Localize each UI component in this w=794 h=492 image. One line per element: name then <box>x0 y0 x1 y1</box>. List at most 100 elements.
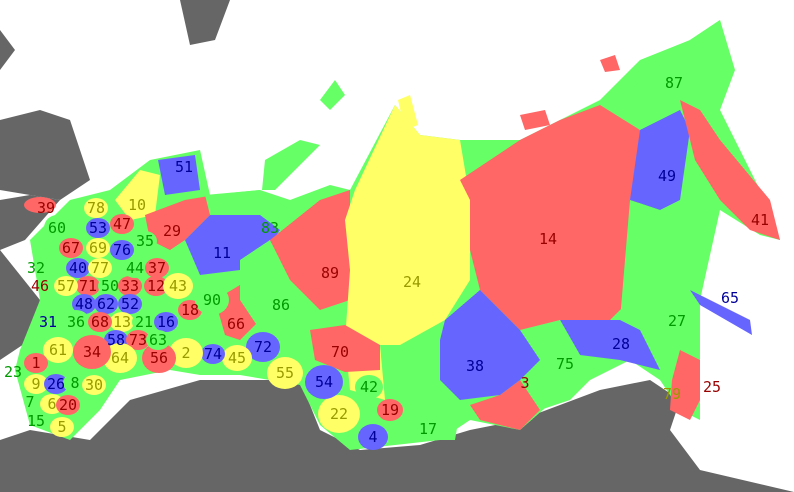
region-63[interactable] <box>146 330 170 350</box>
region-53[interactable] <box>86 218 110 238</box>
region-12[interactable] <box>144 276 168 296</box>
region-16[interactable] <box>154 312 178 332</box>
region-label-5: 5 <box>57 418 66 436</box>
region-69[interactable] <box>86 238 110 258</box>
region-36[interactable] <box>62 310 90 334</box>
region-label-22: 22 <box>330 405 348 423</box>
region-57[interactable] <box>54 276 78 296</box>
region-25[interactable] <box>670 350 700 420</box>
region-label-27: 27 <box>668 312 686 330</box>
region-54[interactable] <box>305 365 343 399</box>
region-34[interactable] <box>73 335 111 369</box>
region-61[interactable] <box>43 337 73 363</box>
region-label-77: 77 <box>91 259 109 277</box>
region-41[interactable] <box>680 100 780 240</box>
region-13[interactable] <box>110 312 134 332</box>
region-83[interactable] <box>205 190 290 230</box>
foreign-land <box>180 0 230 45</box>
region-52[interactable] <box>118 294 142 314</box>
region-35[interactable] <box>133 231 157 251</box>
region-4[interactable] <box>358 424 388 450</box>
region-78[interactable] <box>84 198 108 218</box>
region-49[interactable] <box>630 110 690 210</box>
region-label-34: 34 <box>83 343 101 361</box>
region-label-89: 89 <box>321 264 339 282</box>
region-label-45: 45 <box>228 349 246 367</box>
region-56[interactable] <box>142 343 176 373</box>
region-38[interactable] <box>440 290 540 400</box>
region-20[interactable] <box>56 395 80 415</box>
region-90[interactable] <box>195 285 229 315</box>
region-48[interactable] <box>72 294 96 314</box>
region-label-55: 55 <box>276 364 294 382</box>
region-37[interactable] <box>145 258 169 278</box>
region-50[interactable] <box>98 276 122 296</box>
region-70[interactable] <box>310 325 380 372</box>
region-74[interactable] <box>201 344 225 364</box>
region-62[interactable] <box>94 294 118 314</box>
region-19[interactable] <box>377 399 403 421</box>
region-24[interactable] <box>345 105 470 400</box>
region-label-28: 28 <box>612 335 630 353</box>
region-label-12: 12 <box>147 277 165 295</box>
region-64[interactable] <box>103 343 137 373</box>
region-77[interactable] <box>88 258 112 278</box>
region-33[interactable] <box>118 276 142 296</box>
region-67[interactable] <box>59 238 83 258</box>
region-89[interactable] <box>270 190 350 310</box>
region-label-47: 47 <box>113 215 131 233</box>
region-39[interactable] <box>24 197 56 213</box>
region-87[interactable] <box>630 20 730 130</box>
region-label-48: 48 <box>75 295 93 313</box>
region-2[interactable] <box>169 338 203 368</box>
island <box>600 55 620 72</box>
region-label-38: 38 <box>466 357 484 375</box>
region-75[interactable] <box>530 320 600 410</box>
region-26[interactable] <box>44 374 68 394</box>
region-68[interactable] <box>88 312 112 332</box>
region-label-7: 7 <box>25 393 34 411</box>
region-76[interactable] <box>110 240 134 260</box>
region-30[interactable] <box>82 375 106 395</box>
region-51[interactable] <box>158 155 200 195</box>
region-label-79: 79 <box>663 385 681 403</box>
region-42[interactable] <box>355 375 383 399</box>
region-86[interactable] <box>240 240 320 340</box>
region-label-20: 20 <box>59 396 77 414</box>
region-40[interactable] <box>66 258 90 278</box>
region-label-83: 83 <box>261 219 279 237</box>
region-9[interactable] <box>24 374 48 394</box>
region-label-49: 49 <box>658 167 676 185</box>
foreign-land <box>0 380 794 492</box>
region-label-8: 8 <box>70 374 79 392</box>
region-60[interactable] <box>44 215 70 241</box>
region-45[interactable] <box>222 345 252 371</box>
region-label-61: 61 <box>49 341 67 359</box>
region-27[interactable] <box>620 200 700 370</box>
region-label-32: 32 <box>27 259 45 277</box>
region-17[interactable] <box>390 405 460 440</box>
region-3[interactable] <box>470 380 540 430</box>
region-43[interactable] <box>163 273 193 299</box>
region-14[interactable] <box>460 105 650 330</box>
region-22[interactable] <box>318 395 360 433</box>
region-label-50: 50 <box>101 277 119 295</box>
region-1[interactable] <box>24 353 48 373</box>
region-label-60: 60 <box>48 219 66 237</box>
island <box>690 290 752 335</box>
region-label-24: 24 <box>403 273 421 291</box>
region-44[interactable] <box>123 258 147 278</box>
region-28[interactable] <box>560 320 660 370</box>
region-10[interactable] <box>115 170 160 220</box>
region-21[interactable] <box>132 312 156 332</box>
region-72[interactable] <box>246 332 280 362</box>
region-73[interactable] <box>126 330 150 350</box>
region-55[interactable] <box>267 357 303 389</box>
region-8[interactable] <box>63 373 87 393</box>
region-5[interactable] <box>50 417 74 437</box>
region-29[interactable] <box>145 195 215 250</box>
region-71[interactable] <box>76 276 100 296</box>
region-47[interactable] <box>110 214 134 234</box>
region-label-68: 68 <box>91 313 109 331</box>
region-label-15: 15 <box>27 412 45 430</box>
